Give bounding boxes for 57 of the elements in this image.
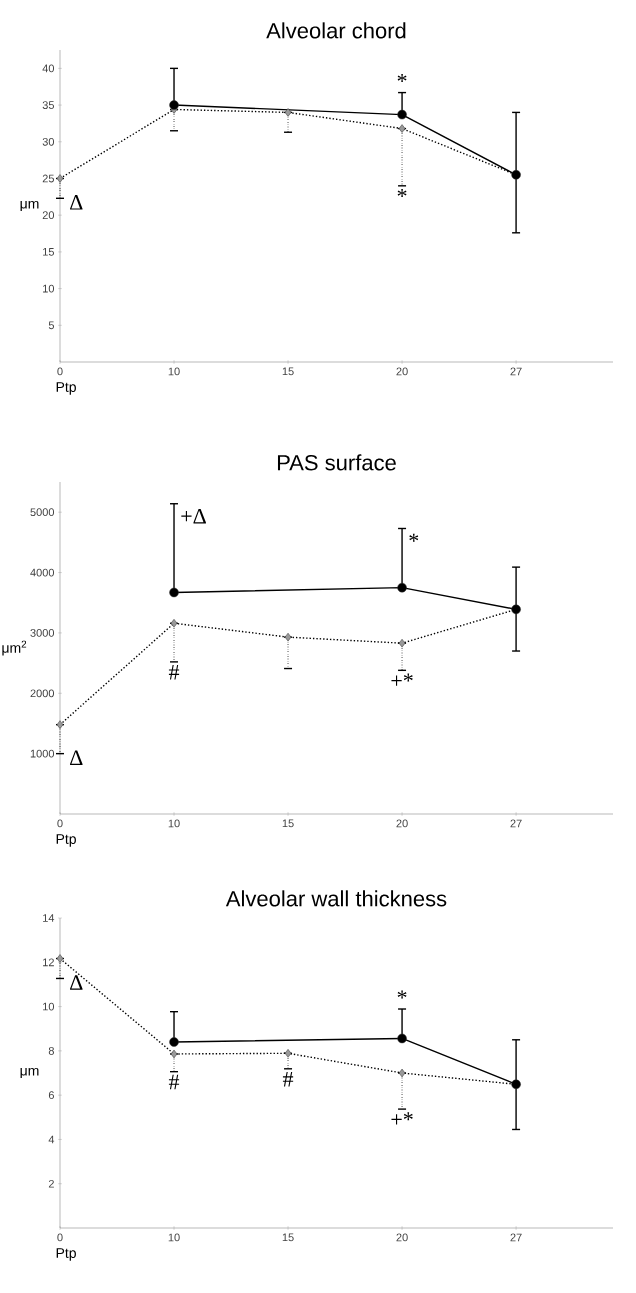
- y-tick-label: 14: [43, 914, 55, 922]
- annotation: *: [409, 533, 419, 542]
- y-tick-label: 8: [48, 1046, 54, 1055]
- x-tick-label: 27: [510, 367, 522, 376]
- chart-title: Alveolar chord: [266, 22, 406, 39]
- x-tick-label: 10: [168, 819, 180, 828]
- annotation: Δ: [70, 195, 83, 210]
- x-tick-label: 10: [168, 367, 180, 376]
- y-tick-label: 4000: [30, 568, 55, 577]
- x-tick-label: 15: [282, 367, 294, 376]
- annotation: *: [397, 990, 407, 999]
- chart-title: Alveolar wall thickness: [225, 890, 447, 907]
- annotation: #: [168, 665, 180, 680]
- x-tick-label: 15: [282, 1233, 294, 1242]
- annotation: +*: [391, 1112, 413, 1125]
- y-tick-label: 35: [42, 101, 54, 109]
- y-tick-label: 40: [42, 64, 55, 73]
- y-tick-label: 4: [48, 1135, 55, 1144]
- y-tick-label: 10: [43, 284, 55, 293]
- x-tick-label: 0: [57, 1233, 63, 1242]
- x-tick-label: 27: [510, 819, 522, 828]
- y-tick-label: 5000: [30, 508, 55, 517]
- y-tick-label: 30: [42, 137, 55, 146]
- annotation: *: [397, 189, 407, 198]
- annotation: *: [397, 73, 407, 83]
- x-tick-label: 15: [282, 819, 294, 828]
- x-tick-label: 27: [510, 1233, 522, 1242]
- y-tick-label: 2000: [30, 689, 55, 698]
- annotation: +*: [391, 673, 413, 686]
- x-tick-label: 20: [396, 1233, 408, 1242]
- y-tick-label: 2: [48, 1179, 54, 1188]
- annotation: #: [168, 1074, 180, 1090]
- x-axis-title: Ptp: [56, 382, 76, 395]
- chart-title: PAS surface: [277, 454, 396, 471]
- y-tick-label: 6: [48, 1091, 54, 1100]
- x-tick-label: 0: [57, 819, 63, 828]
- y-tick-label: 10: [43, 1002, 55, 1011]
- y-axis-title: μm$^{2}$: [2, 640, 27, 656]
- y-axis-title: μm: [20, 200, 39, 212]
- y-tick-label: 12: [43, 958, 54, 967]
- x-axis-title: Ptp: [56, 834, 76, 847]
- annotation: Δ: [70, 750, 83, 765]
- y-tick-label: 5: [48, 321, 54, 330]
- y-axis-title: μm: [20, 1067, 39, 1079]
- annotation: +Δ: [181, 508, 206, 524]
- y-tick-label: 3000: [30, 629, 55, 637]
- y-tick-label: 20: [42, 211, 55, 220]
- x-tick-label: 20: [396, 367, 408, 376]
- y-tick-label: 1000: [30, 749, 55, 758]
- y-tick-label: 15: [43, 248, 54, 256]
- annotation: Δ: [70, 975, 83, 990]
- x-tick-label: 0: [57, 367, 63, 376]
- annotation: #: [282, 1071, 294, 1087]
- x-axis-title: Ptp: [56, 1248, 76, 1261]
- x-tick-label: 10: [168, 1233, 180, 1242]
- x-tick-label: 20: [396, 819, 408, 828]
- y-tick-label: 25: [42, 174, 54, 183]
